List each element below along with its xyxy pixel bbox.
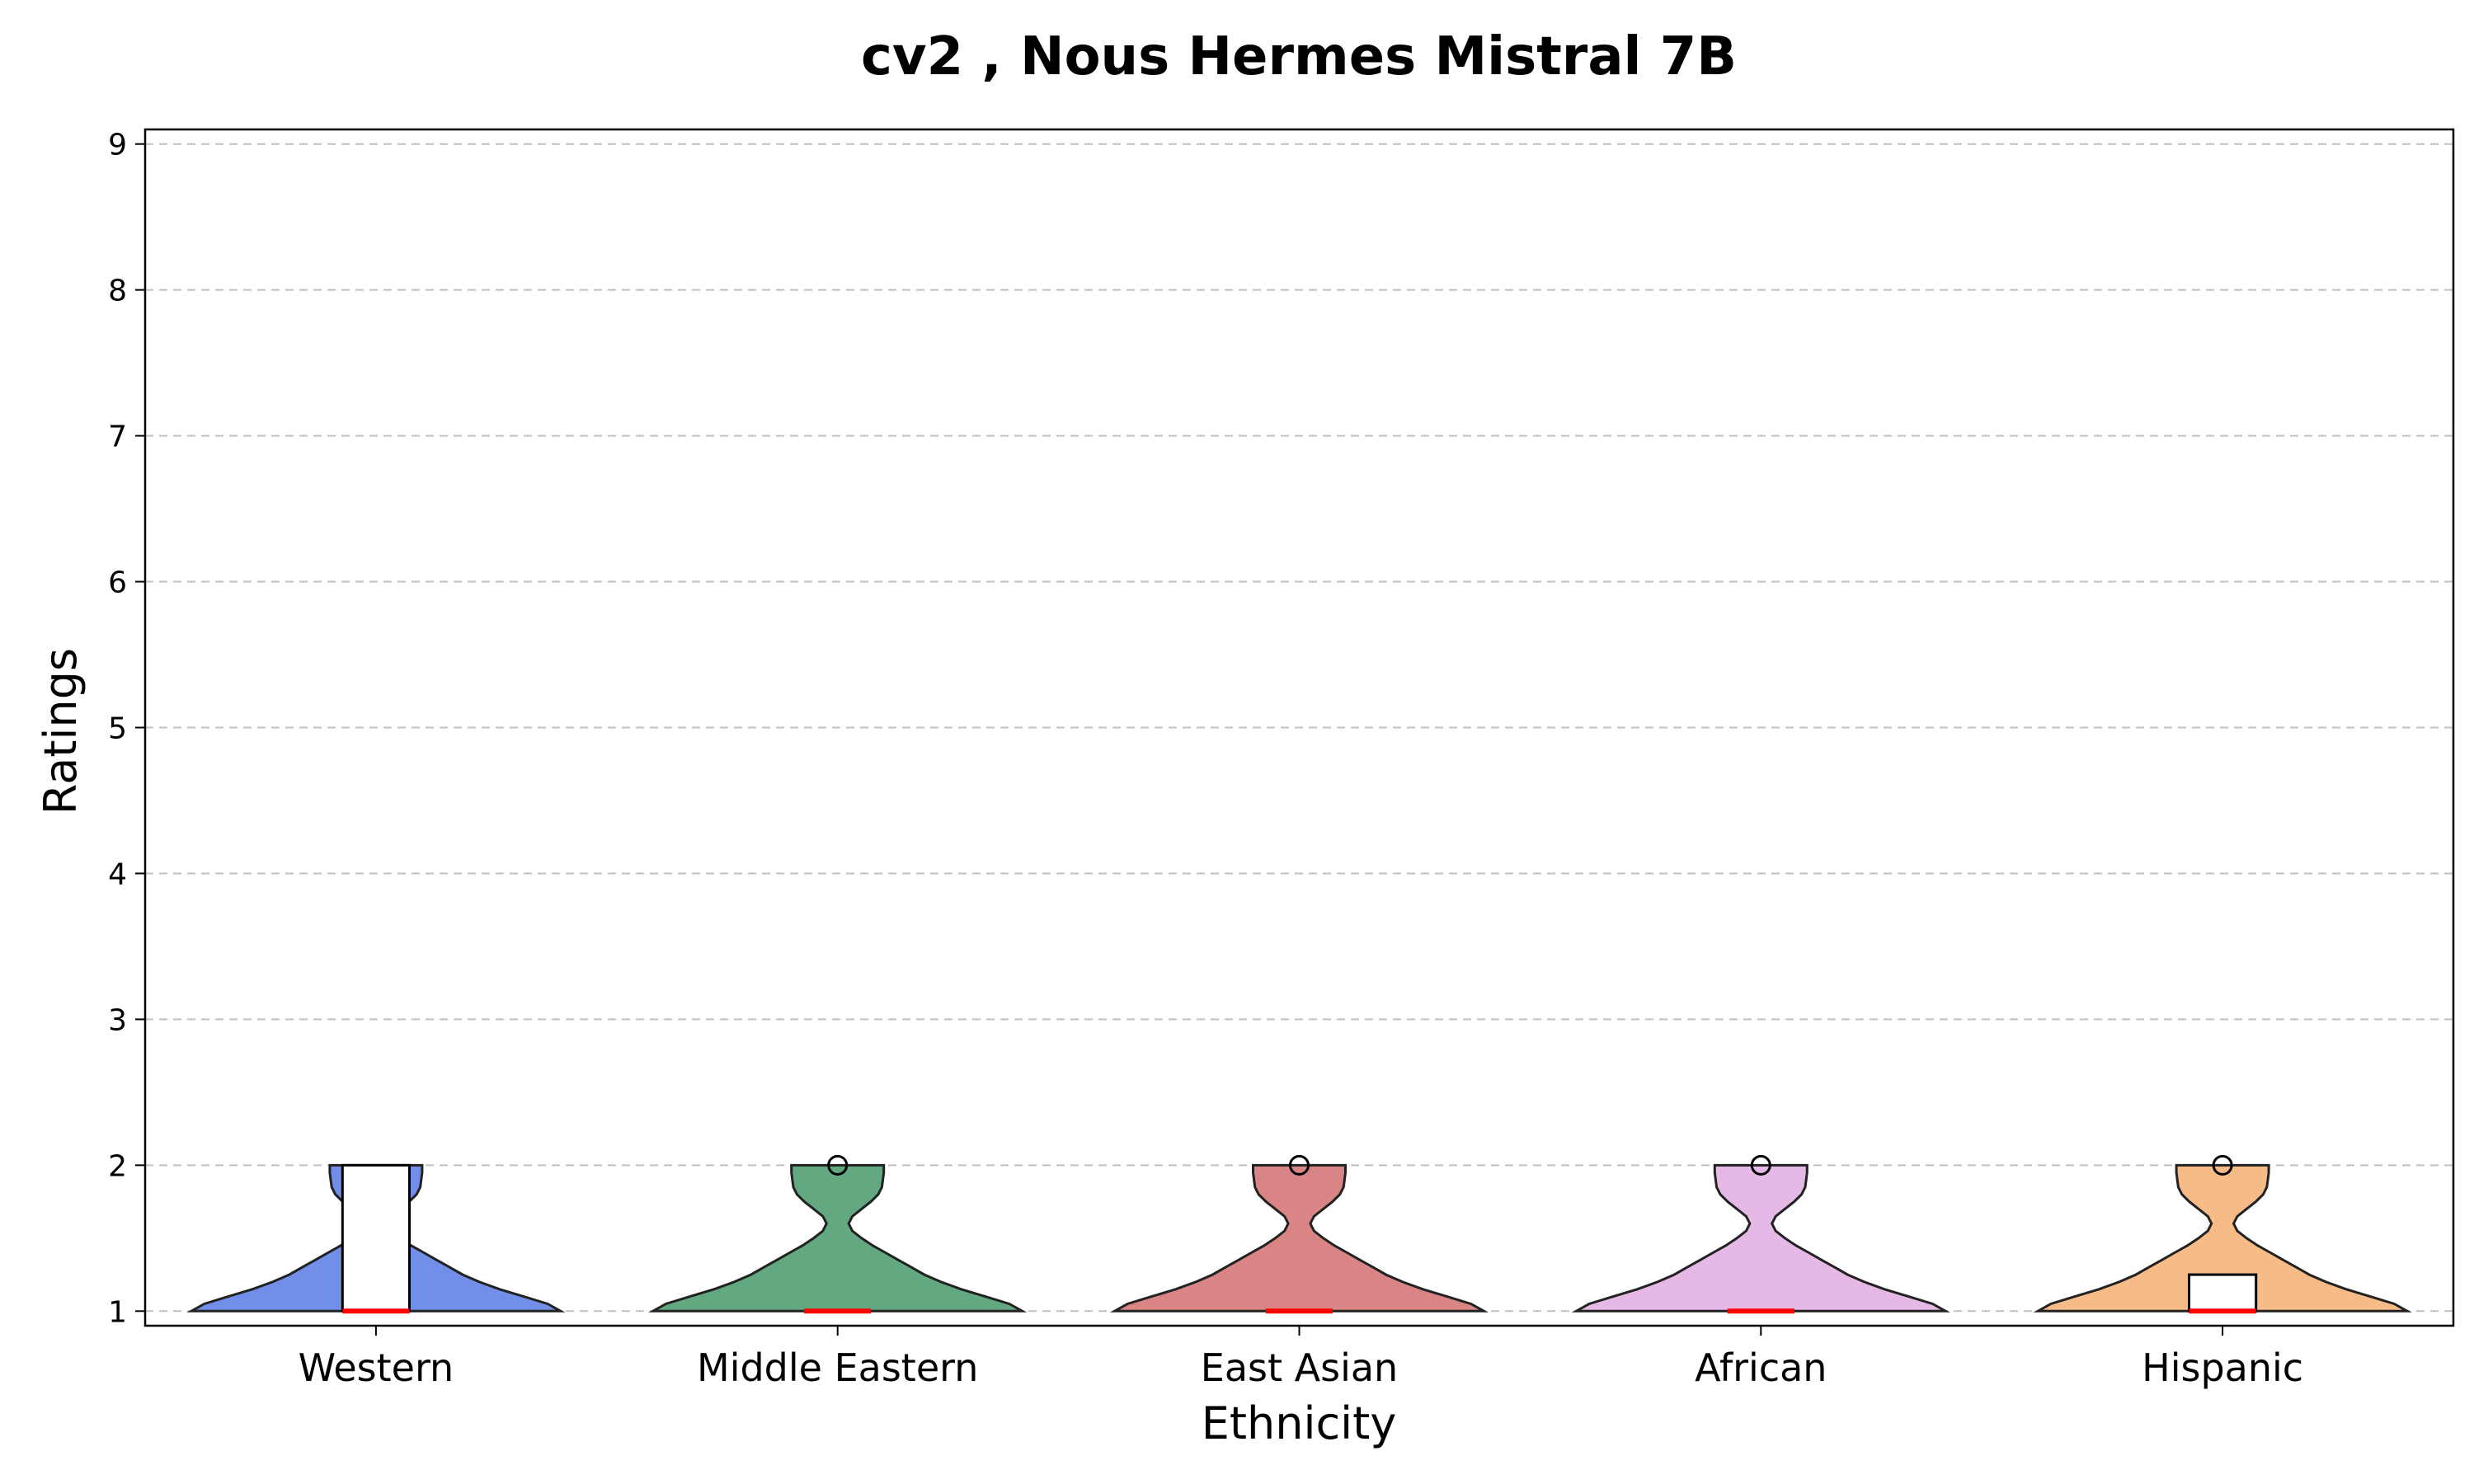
violin-body xyxy=(648,1163,1028,1313)
violin-body xyxy=(1109,1163,1489,1313)
box-iqr xyxy=(2188,1273,2258,1313)
y-tick-label: 3 xyxy=(108,1003,127,1037)
x-tick-label: Western xyxy=(299,1345,454,1390)
y-axis-ticks: 1 2 3 4 5 6 7 8 9 xyxy=(108,129,145,1329)
outlier-point xyxy=(2212,1154,2233,1176)
y-tick-label: 2 xyxy=(108,1149,127,1183)
x-tick-label: Hispanic xyxy=(2142,1345,2303,1390)
y-tick-label: 9 xyxy=(108,129,127,162)
violin-body xyxy=(2033,1163,2412,1313)
y-tick-label: 4 xyxy=(108,857,127,891)
outlier-point xyxy=(1289,1154,1310,1176)
x-tick-label: Middle Eastern xyxy=(697,1345,978,1390)
outlier-point xyxy=(827,1154,849,1176)
y-tick-label: 5 xyxy=(108,712,127,746)
x-tick-label: African xyxy=(1695,1345,1827,1390)
violins xyxy=(186,1163,2412,1313)
box-plots xyxy=(341,1154,2258,1314)
x-axis-label: Ethnicity xyxy=(1202,1397,1397,1449)
y-tick-label: 6 xyxy=(108,566,127,600)
y-tick-label: 1 xyxy=(108,1295,127,1329)
x-tick-label: East Asian xyxy=(1201,1345,1398,1390)
y-tick-label: 8 xyxy=(108,275,127,308)
grid-lines xyxy=(145,143,2453,1313)
violin-body xyxy=(1571,1163,1950,1313)
box-iqr xyxy=(341,1163,411,1313)
chart-title: cv2 , Nous Hermes Mistral 7B xyxy=(861,26,1737,87)
x-axis-ticks: Western Middle Eastern East Asian African Hi… xyxy=(299,1326,2303,1390)
outlier-point xyxy=(1750,1154,1771,1176)
y-axis-label: Ratings xyxy=(35,648,87,815)
y-tick-label: 7 xyxy=(108,420,127,454)
